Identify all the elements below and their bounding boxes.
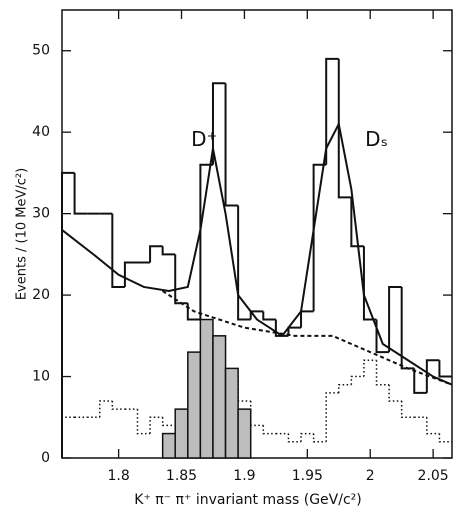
y-tick-label: 50	[32, 43, 50, 59]
histogram-step	[337, 58, 352, 199]
x-tick-label: 1.8	[107, 468, 129, 484]
histogram-bar	[224, 367, 239, 459]
x-tick-label: 1.9	[233, 468, 255, 484]
histogram-step	[73, 172, 88, 215]
histogram-step	[61, 171, 75, 458]
histogram-step	[350, 375, 364, 385]
histogram-step	[400, 400, 415, 419]
histogram-step	[426, 417, 440, 435]
histogram-step	[438, 433, 452, 443]
histogram-step	[388, 384, 402, 402]
y-tick-label: 10	[32, 369, 50, 385]
histogram-step	[287, 433, 302, 443]
histogram-step	[262, 425, 276, 435]
histogram-step	[350, 197, 364, 248]
histogram-step	[199, 163, 213, 320]
histogram-step	[237, 376, 251, 402]
histogram-step	[249, 400, 264, 427]
histogram-step	[111, 400, 125, 410]
plot-frame	[61, 9, 453, 459]
histogram-step	[262, 311, 276, 321]
histogram-step	[136, 409, 151, 435]
histogram-step	[149, 245, 163, 263]
histogram-step	[111, 213, 125, 288]
x-tick-label: 2.05	[418, 468, 449, 484]
histogram-step	[224, 83, 239, 207]
x-axis-label: K⁺ π⁻ π⁺ invariant mass (GeV/c²)	[134, 492, 361, 508]
histogram-step	[211, 82, 226, 165]
histogram-step	[362, 246, 377, 321]
fit-curve	[61, 121, 453, 386]
histogram-step	[325, 57, 339, 165]
y-tick-label: 40	[32, 124, 50, 140]
x-tick-label: 1.95	[292, 468, 323, 484]
histogram-step	[161, 417, 176, 427]
fit-curve	[162, 290, 453, 386]
histogram-bar	[161, 432, 176, 459]
histogram-step	[413, 368, 427, 394]
y-tick-label: 20	[32, 287, 50, 303]
y-tick-label: 30	[32, 206, 50, 222]
annotation: D⁺	[191, 127, 217, 151]
histogram-step	[312, 433, 327, 443]
histogram-step	[312, 163, 327, 312]
histogram-step	[425, 359, 440, 393]
histogram-step	[363, 359, 377, 377]
histogram-step	[237, 205, 251, 321]
histogram-bar	[237, 408, 252, 459]
y-axis-label: Events / (10 MeV/c²)	[15, 168, 30, 300]
histogram-step	[325, 392, 339, 442]
histogram-step	[149, 416, 163, 434]
histogram-step	[438, 360, 452, 378]
histogram-step	[400, 286, 415, 370]
histogram-step	[300, 432, 314, 442]
y-tick-label: 0	[41, 450, 50, 466]
histogram-step	[274, 319, 289, 337]
histogram-step	[300, 310, 314, 328]
x-tick-label: 1.85	[166, 468, 197, 484]
histogram-step	[161, 246, 176, 256]
histogram-step	[338, 383, 352, 393]
histogram-step	[98, 400, 113, 418]
histogram-step	[388, 285, 402, 353]
histogram-bar	[174, 408, 189, 459]
histogram-bar	[199, 318, 214, 459]
histogram-bar	[187, 351, 202, 459]
histogram-step	[186, 303, 201, 321]
histogram-step	[174, 254, 188, 305]
x-tick-label: 2	[366, 468, 375, 484]
annotation: Dₛ	[365, 127, 388, 151]
histogram-step	[375, 360, 390, 386]
histogram-bar	[212, 335, 227, 459]
histogram-step	[61, 416, 75, 458]
